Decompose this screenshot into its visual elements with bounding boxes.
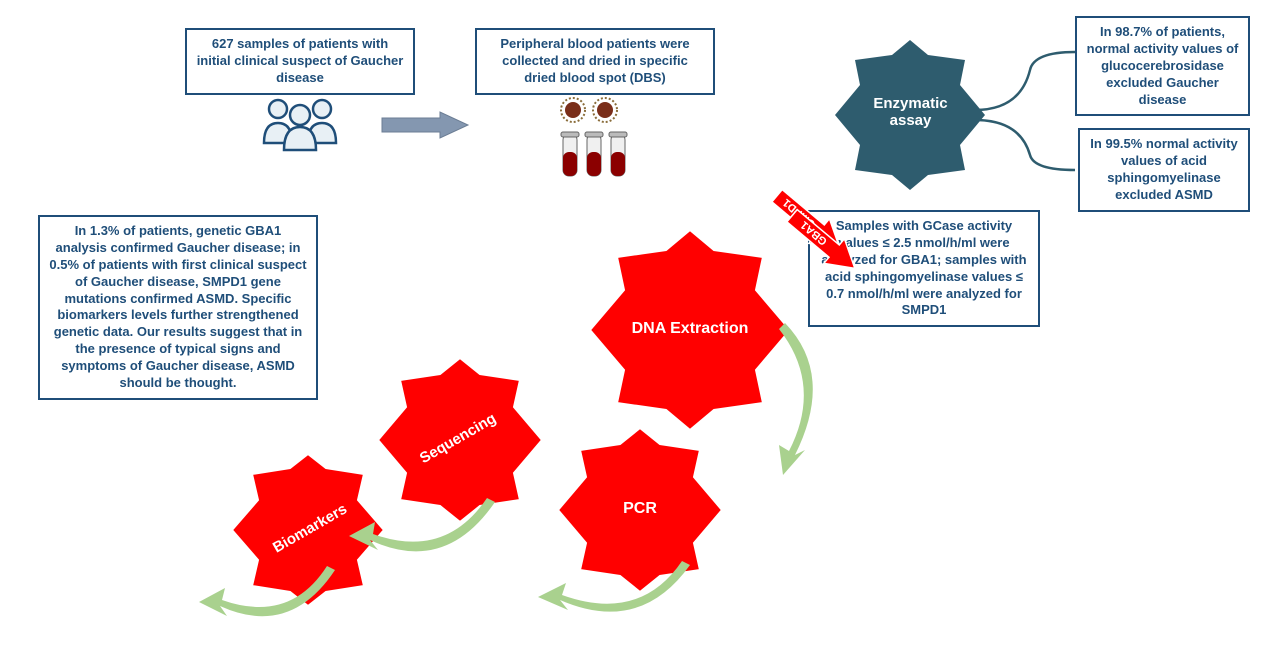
blood-spots-icon xyxy=(555,95,625,125)
test-tubes-icon xyxy=(555,130,635,185)
green-arrow-4 xyxy=(195,560,355,650)
box-asmd: In 99.5% normal activity values of acid … xyxy=(1078,128,1250,212)
green-arrow-1 xyxy=(745,315,845,485)
people-icon xyxy=(250,95,350,155)
box-gluco: In 98.7% of patients, normal activity va… xyxy=(1075,16,1250,116)
green-arrow-2 xyxy=(530,555,710,645)
connector-curves xyxy=(970,40,1080,190)
box-samples: 627 samples of patients with initial cli… xyxy=(185,28,415,95)
green-arrow-3 xyxy=(345,490,515,590)
arrow-grey xyxy=(380,110,470,140)
box-dbs: Peripheral blood patients were collected… xyxy=(475,28,715,95)
box-results: In 1.3% of patients, genetic GBA1 analys… xyxy=(38,215,318,400)
